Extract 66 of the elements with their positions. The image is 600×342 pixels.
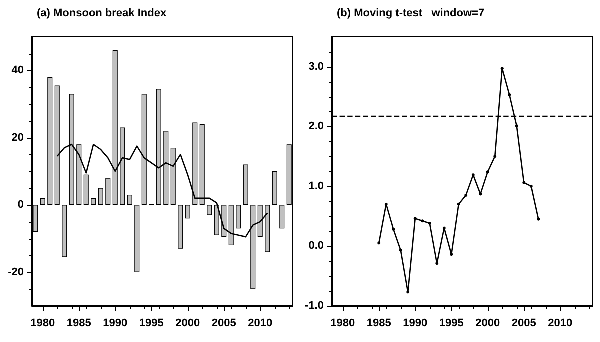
bar <box>207 205 212 216</box>
y-tick-label: 40 <box>12 64 24 77</box>
x-tick-label: 2000 <box>176 318 200 330</box>
chart-title: (b) Moving t-test window=7 <box>337 8 485 20</box>
bar <box>62 205 68 258</box>
point <box>457 202 460 206</box>
y-tick-label: 1.0 <box>308 180 324 192</box>
y-tick-label: 0 <box>18 199 24 212</box>
bar <box>170 148 176 206</box>
point <box>479 192 482 196</box>
y-tick-label: 2.0 <box>308 120 324 133</box>
x-tick-label: 1985 <box>366 318 392 330</box>
point <box>378 242 381 245</box>
bar <box>40 198 46 206</box>
x-tick-label: 1980 <box>30 318 56 330</box>
bar <box>48 77 53 206</box>
bar <box>84 174 89 206</box>
x-tick-label: 1980 <box>330 318 356 330</box>
bar <box>272 172 278 206</box>
bar <box>214 205 220 236</box>
x-tick-label: 1990 <box>403 318 428 330</box>
point <box>464 194 468 197</box>
point <box>450 253 454 256</box>
bar <box>178 205 184 249</box>
y-tick-label: -20 <box>8 266 24 278</box>
point <box>530 184 533 188</box>
bar <box>91 198 96 206</box>
point <box>494 155 497 158</box>
point <box>515 124 518 128</box>
point <box>414 217 417 220</box>
x-tick-label: 1990 <box>103 318 128 330</box>
point <box>384 202 388 206</box>
bar <box>243 164 248 206</box>
x-tick-label: 2010 <box>548 318 573 330</box>
point <box>421 220 424 223</box>
point <box>537 218 540 221</box>
point <box>442 226 446 230</box>
point <box>399 248 402 252</box>
y-tick-label: -1.0 <box>305 300 324 312</box>
bar <box>106 178 111 206</box>
bar <box>280 205 285 229</box>
x-tick-label: 2000 <box>476 318 500 330</box>
x-tick-label: 2005 <box>212 318 236 330</box>
x-tick-label: 1985 <box>66 318 92 330</box>
bar <box>185 205 190 219</box>
y-tick-label: 3.0 <box>308 60 324 73</box>
point <box>472 174 475 177</box>
x-tick-label: 2005 <box>512 318 536 330</box>
y-tick-label: 20 <box>12 132 24 144</box>
chart-title: (a) Monsoon break Index <box>37 8 168 20</box>
bar <box>236 205 242 229</box>
point <box>436 262 439 266</box>
point <box>428 222 432 226</box>
point <box>500 67 504 70</box>
point <box>522 181 526 184</box>
point <box>392 228 396 231</box>
point <box>406 290 410 294</box>
point <box>486 170 490 174</box>
bar <box>134 205 140 272</box>
x-tick-label: 2010 <box>248 318 273 330</box>
x-tick-label: 1995 <box>139 318 164 330</box>
bar <box>127 195 132 206</box>
point <box>508 93 512 96</box>
x-tick-label: 1995 <box>439 318 464 330</box>
y-tick-label: 0.0 <box>308 240 324 252</box>
bar <box>98 188 104 206</box>
